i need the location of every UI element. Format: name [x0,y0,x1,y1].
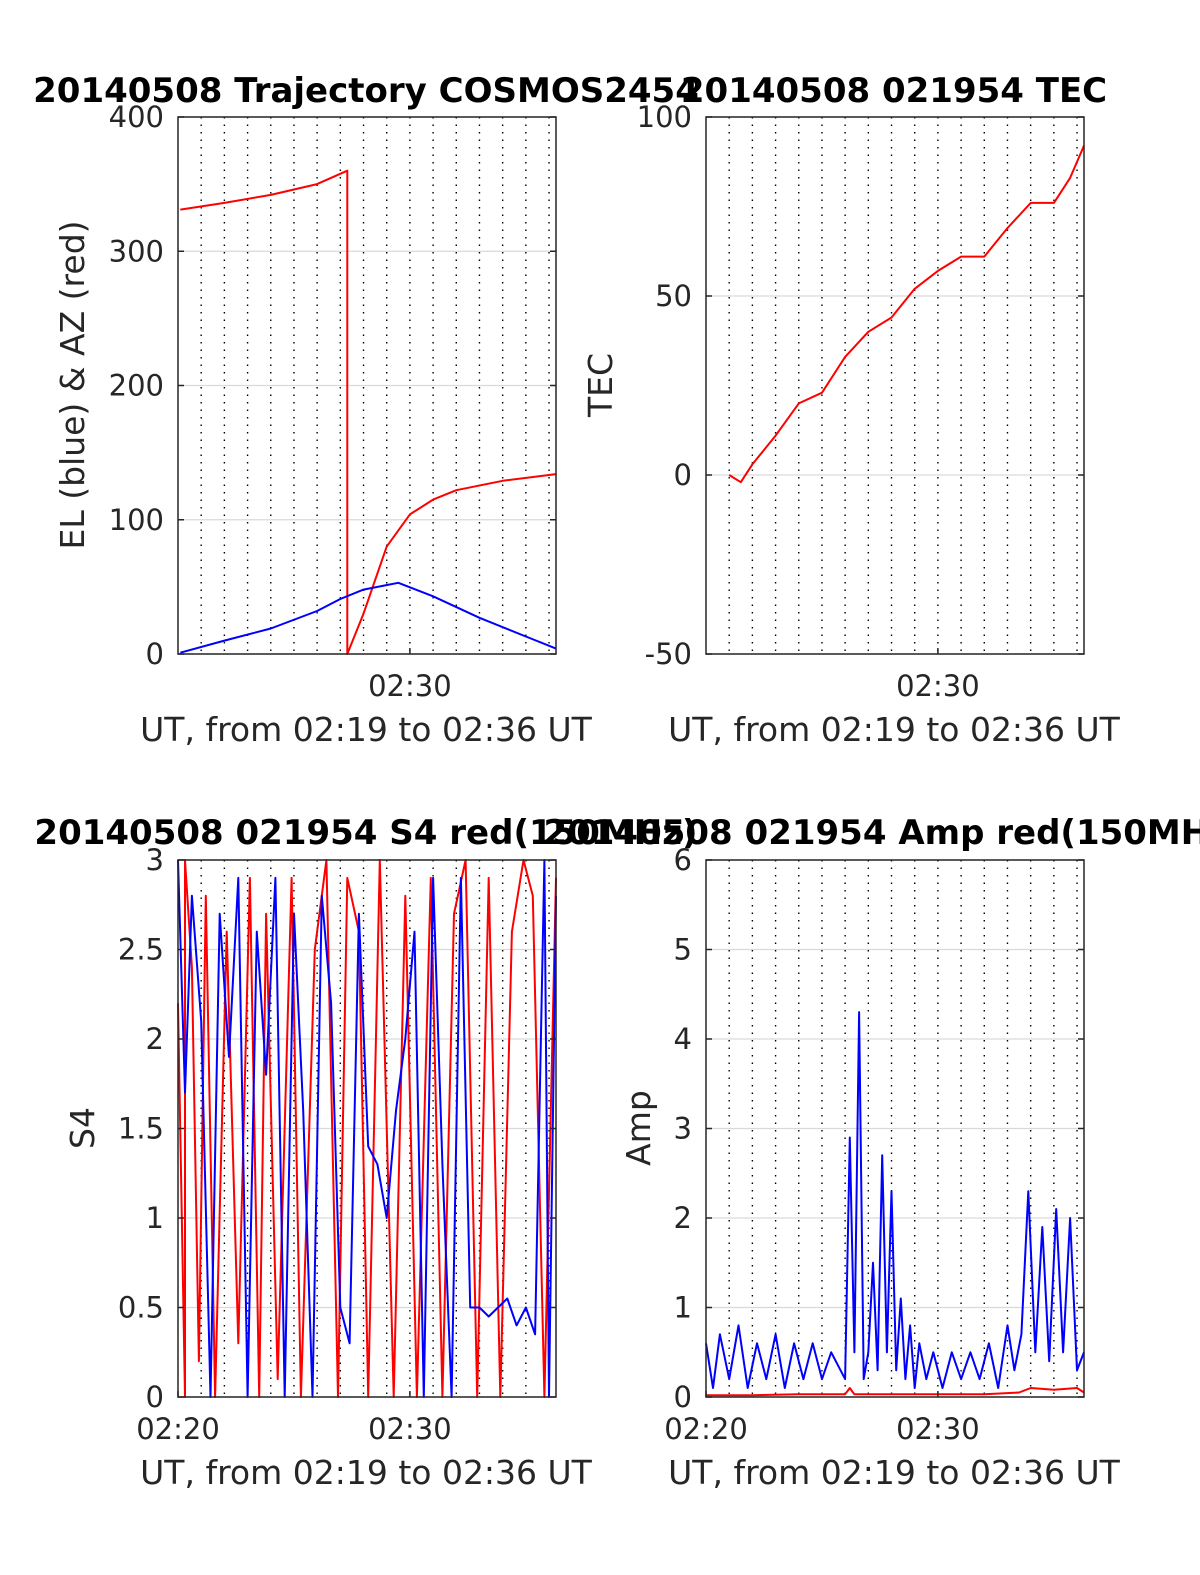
trajectory-xlabel: UT, from 02:19 to 02:36 UT [140,710,593,749]
amp-ticks: 0 1 2 3 4 5 6 02:20 02:30 [664,843,1084,1446]
amp-series-amp_blue-line [705,1011,1085,1389]
tec-ytick-label: 50 [655,279,692,313]
tec-ylabel: TEC [581,353,620,418]
s4-ytick-label: 0.5 [118,1291,164,1325]
trajectory-series-el-line [180,581,557,654]
trajectory-panel: 20140508 Trajectory COSMOS2454 0 100 200 30… [33,71,699,749]
s4-ticks: 0 0.5 1 1.5 2 2.5 3 02:20 02:30 [118,843,556,1446]
s4-ytick-label: 0 [146,1380,164,1414]
s4-ytick-label: 1.5 [118,1112,164,1146]
tec-series-tec-line [728,145,1085,484]
s4-ytick-label: 3 [146,843,164,877]
tec-ytick-label: -50 [645,637,692,671]
s4-ytick-label: 2 [146,1022,164,1056]
amp-panel: 20140508 021954 Amp red(150MHz) 01234560… [543,813,1200,1492]
s4-xtick-label: 02:20 [136,1412,220,1446]
tec-xtick-label: 02:30 [896,669,980,703]
s4-series-s4_blue-line [177,859,557,1398]
trajectory-ytick-label: 200 [109,369,164,403]
trajectory-title: 20140508 Trajectory COSMOS2454 [33,71,699,111]
amp-ytick-label: 1 [674,1291,692,1325]
amp-ytick-label: 5 [674,933,692,967]
trajectory-grid [178,116,556,655]
amp-xtick-label: 02:20 [664,1412,748,1446]
amp-ytick-label: 2 [674,1201,692,1235]
s4-ytick-label: 1 [146,1201,164,1235]
s4-ytick-label: 2.5 [118,933,164,967]
trajectory-ticks: 0 100 200 300 400 02:30 [109,100,556,703]
tec-xlabel: UT, from 02:19 to 02:36 UT [668,710,1121,749]
s4-panel: 20140508 021954 S4 red(150MHz) 0 0.5 1 1.5 2… [34,813,697,1492]
amp-ytick-label: 6 [674,843,692,877]
trajectory-xtick-label: 02:30 [368,669,452,703]
tec-series [728,145,1085,484]
tec-ticks: -50 0 50 100 02:30 [637,100,1084,703]
s4-title: 20140508 021954 S4 red(150MHz) [34,813,697,853]
trajectory-series [180,169,557,655]
s4-ylabel: S4 [63,1107,102,1149]
trajectory-ytick-label: 400 [109,100,164,134]
amp-ylabel: Amp [619,1090,658,1166]
tec-title: 20140508 021954 TEC [681,71,1107,111]
amp-ytick-label: 4 [674,1022,692,1056]
amp-xlabel: UT, from 02:19 to 02:36 UT [668,1453,1121,1492]
tec-ytick-label: 0 [674,458,692,492]
amp-series [705,1011,1085,1397]
s4-xtick-label: 02:30 [368,1412,452,1446]
tec-panel: 20140508 021954 TEC -50 0 50 100 02:30 UT, f… [581,71,1121,749]
trajectory-series-az-line [180,169,557,655]
amp-series-amp_red-line [706,1387,1085,1397]
trajectory-ylabel: EL (blue) & AZ (red) [53,220,92,549]
amp-xtick-label: 02:30 [896,1412,980,1446]
amp-ytick-label: 0 [674,1380,692,1414]
amp-ytick-label: 3 [674,1112,692,1146]
s4-xlabel: UT, from 02:19 to 02:36 UT [140,1453,593,1492]
tec-axes-frame [705,116,1085,655]
tec-ytick-label: 100 [637,100,692,134]
trajectory-ytick-label: 100 [109,503,164,537]
tec-grid [706,116,1084,655]
amp-title: 20140508 021954 Amp red(150MHz) [543,813,1200,853]
trajectory-ytick-label: 0 [146,637,164,671]
trajectory-ytick-label: 300 [109,234,164,268]
